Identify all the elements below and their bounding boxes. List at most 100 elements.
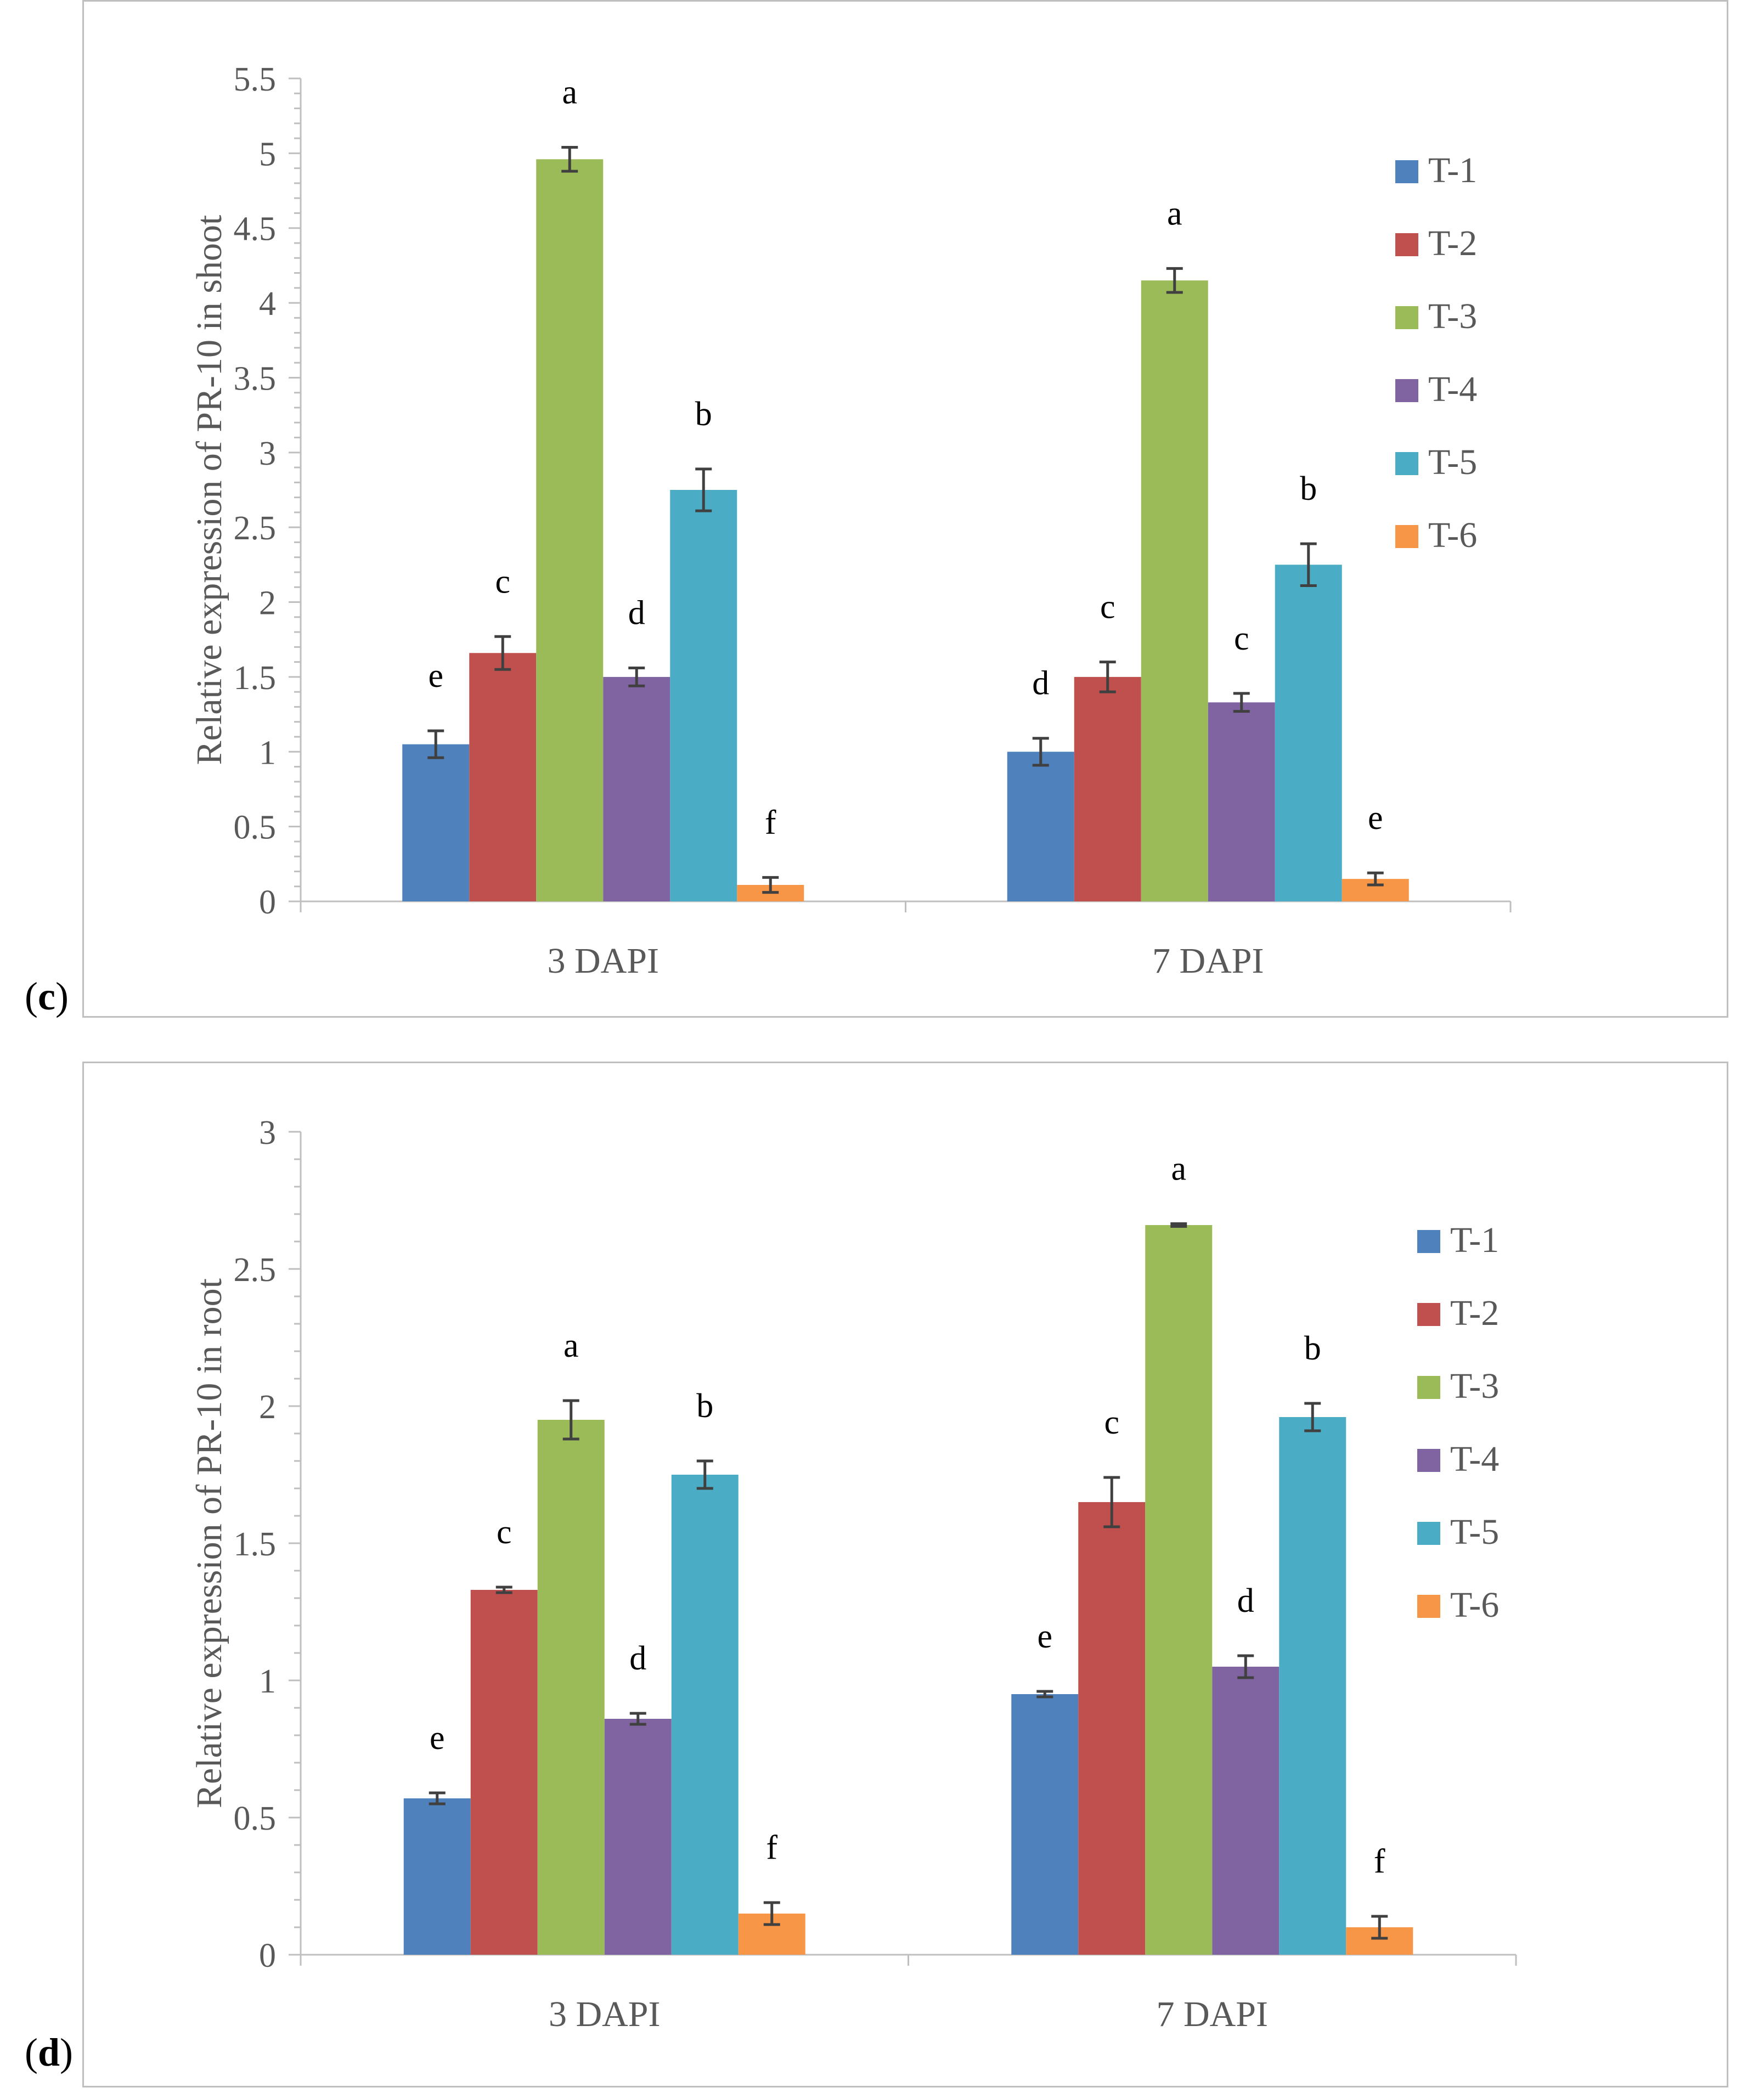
y-tick-label: 0.5 bbox=[234, 1800, 277, 1837]
y-tick-label: 0.5 bbox=[234, 809, 277, 847]
significance-letter: b bbox=[1300, 470, 1317, 507]
legend-swatch-t-1 bbox=[1417, 1230, 1440, 1253]
significance-letter: b bbox=[696, 1387, 713, 1425]
legend-label-t-6: T-6 bbox=[1428, 515, 1477, 555]
legend-swatch-t-1 bbox=[1395, 160, 1418, 183]
panel-label-d: (d) bbox=[25, 2030, 73, 2075]
significance-letter: c bbox=[495, 563, 510, 600]
panel-label-d-close: ) bbox=[60, 2030, 74, 2074]
y-tick-label: 2 bbox=[259, 585, 276, 622]
significance-letter: d bbox=[628, 595, 645, 632]
y-tick-label: 1.5 bbox=[234, 1526, 277, 1563]
significance-letter: f bbox=[765, 804, 776, 841]
y-axis-title: Relative expression of PR-10 in shoot bbox=[189, 215, 229, 765]
bar-t-4-1 bbox=[603, 676, 670, 901]
significance-letter: a bbox=[563, 1327, 579, 1364]
y-tick-label: 0 bbox=[259, 884, 276, 921]
panel-label-d-letter: d bbox=[37, 2030, 60, 2074]
legend-swatch-t-6 bbox=[1417, 1595, 1440, 1618]
y-tick-label: 1 bbox=[259, 1663, 276, 1700]
significance-letter: f bbox=[1374, 1843, 1385, 1880]
significance-letter: e bbox=[1037, 1618, 1052, 1655]
chart-panel-d: 0 0.5 1 1.5 2 2.5 3 Relative expression of PR-1… bbox=[82, 1062, 1728, 2087]
legend-label-t-1: T-1 bbox=[1450, 1220, 1499, 1260]
legend-swatch-t-3 bbox=[1395, 306, 1418, 329]
y-tick-label: 3.5 bbox=[234, 360, 277, 397]
legend-label-t-4: T-4 bbox=[1450, 1439, 1499, 1479]
y-tick-label: 2.5 bbox=[234, 510, 277, 547]
significance-letter: c bbox=[1100, 589, 1115, 626]
panel-label-c-close: ) bbox=[55, 974, 69, 1018]
bar-t-5-2 bbox=[1279, 1417, 1346, 1955]
bar-t-5-1 bbox=[670, 490, 737, 901]
significance-letter: e bbox=[1368, 799, 1383, 837]
legend-swatch-t-4 bbox=[1417, 1449, 1440, 1472]
bar-t-2-1 bbox=[470, 1590, 538, 1955]
legend-swatch-t-4 bbox=[1395, 379, 1418, 402]
bar-t-2-2 bbox=[1078, 1502, 1146, 1955]
y-tick-label: 4 bbox=[259, 285, 276, 323]
bar-t-2-1 bbox=[469, 653, 537, 901]
significance-letter: e bbox=[428, 657, 443, 695]
bar-t-1-1 bbox=[403, 1798, 471, 1955]
significance-letter: d bbox=[1032, 665, 1049, 702]
category-label: 3 DAPI bbox=[549, 1994, 661, 2034]
legend-label-t-3: T-3 bbox=[1450, 1366, 1499, 1406]
significance-letter: a bbox=[1171, 1150, 1186, 1188]
y-axis-title: Relative expression of PR-10 in root bbox=[189, 1278, 229, 1808]
significance-letter: b bbox=[695, 396, 712, 433]
significance-letter: c bbox=[1104, 1404, 1119, 1441]
chart-panel-c: 0 0.5 1 1.5 2 2.5 3 3.5 4 4.5 5 5.5 Relative express… bbox=[82, 0, 1728, 1018]
bar-t-3-2 bbox=[1145, 1225, 1213, 1955]
category-label: 7 DAPI bbox=[1156, 1994, 1268, 2034]
legend-label-t-6: T-6 bbox=[1450, 1585, 1499, 1625]
y-tick-label: 1.5 bbox=[234, 659, 277, 697]
legend-label-t-3: T-3 bbox=[1428, 296, 1477, 336]
significance-letter: d bbox=[629, 1640, 646, 1677]
y-tick-label: 2.5 bbox=[234, 1251, 277, 1289]
bar-t-4-2 bbox=[1212, 1667, 1280, 1955]
legend-label-t-1: T-1 bbox=[1428, 150, 1477, 190]
legend-swatch-t-6 bbox=[1395, 525, 1418, 548]
panel-label-c: (c) bbox=[25, 974, 69, 1019]
y-tick-label: 3 bbox=[259, 435, 276, 472]
significance-letter: c bbox=[1234, 620, 1249, 657]
legend-swatch-t-5 bbox=[1417, 1522, 1440, 1545]
y-tick-label: 1 bbox=[259, 734, 276, 771]
bar-t-3-2 bbox=[1141, 280, 1208, 901]
legend-label-t-2: T-2 bbox=[1450, 1293, 1499, 1333]
significance-letter: d bbox=[1237, 1582, 1254, 1620]
panel-label-c-open: ( bbox=[25, 974, 38, 1018]
significance-letter: c bbox=[497, 1514, 512, 1551]
significance-letter: f bbox=[766, 1829, 777, 1866]
category-label: 7 DAPI bbox=[1152, 941, 1264, 981]
significance-letter: a bbox=[1167, 195, 1182, 232]
chart-c-svg: 0 0.5 1 1.5 2 2.5 3 3.5 4 4.5 5 5.5 Relative express… bbox=[189, 61, 1512, 981]
legend-label-t-2: T-2 bbox=[1428, 223, 1477, 263]
y-tick-label: 2 bbox=[259, 1389, 276, 1426]
bar-t-3-1 bbox=[536, 159, 604, 902]
bar-t-3-1 bbox=[537, 1420, 605, 1955]
significance-letter: a bbox=[562, 74, 577, 111]
category-label: 3 DAPI bbox=[547, 941, 659, 981]
legend-swatch-t-2 bbox=[1395, 233, 1418, 256]
bar-t-2-2 bbox=[1074, 676, 1141, 901]
legend-swatch-t-5 bbox=[1395, 452, 1418, 475]
panel-label-c-letter: c bbox=[37, 974, 55, 1018]
legend-swatch-t-2 bbox=[1417, 1303, 1440, 1326]
bar-t-1-1 bbox=[402, 744, 470, 901]
panel-label-d-open: ( bbox=[25, 2030, 38, 2074]
legend-label-t-4: T-4 bbox=[1428, 369, 1477, 409]
bar-t-5-2 bbox=[1275, 565, 1342, 901]
y-tick-label: 3 bbox=[259, 1114, 276, 1152]
y-tick-label: 4.5 bbox=[234, 211, 277, 248]
legend-swatch-t-3 bbox=[1417, 1376, 1440, 1399]
y-tick-label: 5.5 bbox=[234, 61, 277, 98]
legend-label-t-5: T-5 bbox=[1450, 1512, 1499, 1552]
bar-t-1-2 bbox=[1007, 752, 1074, 901]
significance-letter: e bbox=[430, 1719, 445, 1757]
chart-d-svg: 0 0.5 1 1.5 2 2.5 3 Relative expression of PR-1… bbox=[189, 1114, 1517, 2034]
legend-label-t-5: T-5 bbox=[1428, 442, 1477, 482]
y-tick-label: 0 bbox=[259, 1937, 276, 1974]
bar-t-1-2 bbox=[1011, 1694, 1079, 1955]
